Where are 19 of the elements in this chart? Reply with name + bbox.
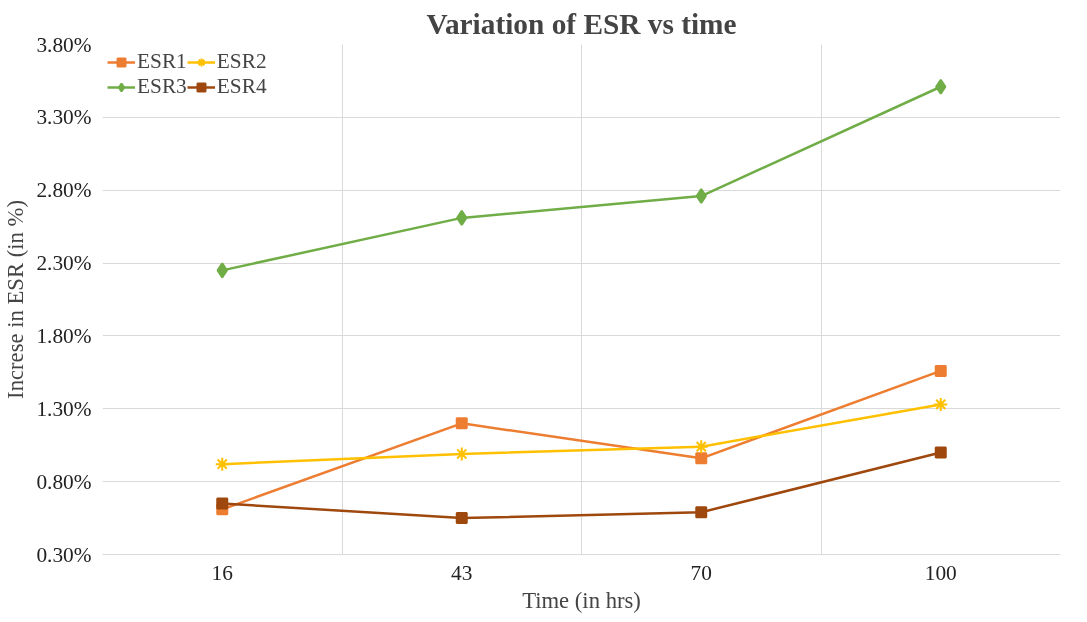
x-tick-label: 70 xyxy=(690,560,712,585)
y-tick-label: 1.30% xyxy=(36,396,92,421)
x-tick-label: 43 xyxy=(451,560,473,585)
x-tick-label: 16 xyxy=(211,560,234,585)
x-axis-title: Time (in hrs) xyxy=(522,587,641,613)
y-tick-label: 0.80% xyxy=(36,469,92,494)
y-tick-label: 2.30% xyxy=(36,251,92,276)
y-axis-title: Increse in ESR (in %) xyxy=(3,200,29,399)
legend-label: ESR1 xyxy=(137,49,187,74)
y-tick-label: 2.80% xyxy=(36,178,92,203)
y-tick-label: 3.30% xyxy=(36,105,92,130)
chart-title: Variation of ESR vs time xyxy=(426,7,737,40)
y-tick-label: 3.80% xyxy=(36,32,92,57)
legend-label: ESR2 xyxy=(216,49,267,74)
y-tick-label: 0.30% xyxy=(36,542,92,567)
y-tick-label: 1.80% xyxy=(36,323,92,348)
legend-label: ESR3 xyxy=(137,74,187,99)
x-tick-label: 100 xyxy=(924,560,957,585)
legend-label: ESR4 xyxy=(216,74,267,99)
